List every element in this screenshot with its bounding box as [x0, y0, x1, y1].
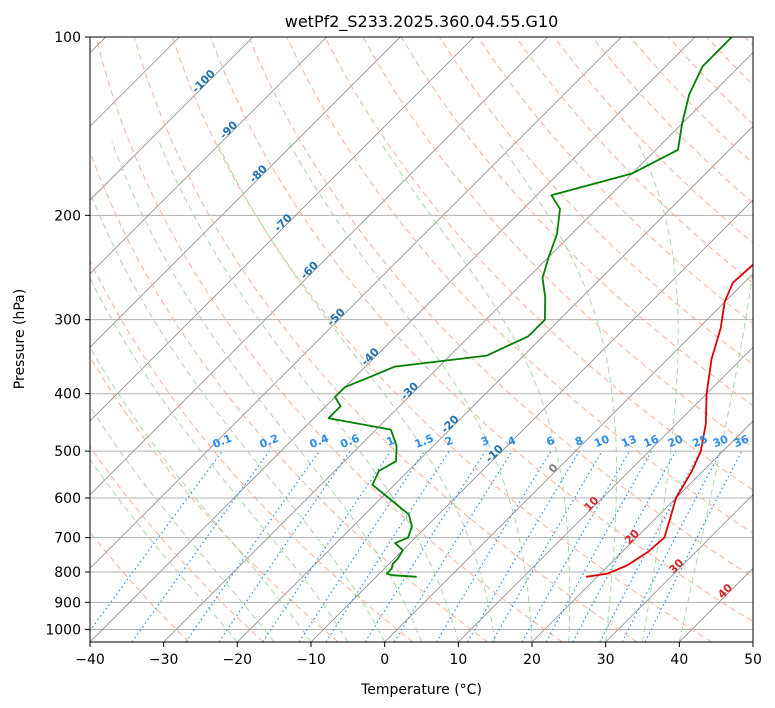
x-tick-label: 30: [597, 652, 615, 668]
plot-frame: [89, 36, 754, 643]
mixing-ratio-label: 8: [573, 434, 585, 449]
mixing-ratio-line: [364, 450, 486, 642]
isotherm-line: [531, 420, 753, 642]
moist-adiabat-line: [636, 141, 679, 642]
x-tick-label: −20: [223, 652, 253, 668]
mixing-ratio-line: [393, 450, 513, 642]
y-tick-label: 100: [54, 30, 81, 46]
moist-adiabat-line: [90, 190, 386, 642]
y-tick-label: 500: [54, 444, 81, 460]
dewpoint-profile-line: [327, 37, 733, 578]
isotherm-line: [605, 494, 753, 642]
y-tick-label: 600: [54, 491, 81, 507]
mixing-ratio-label: 3: [479, 434, 491, 449]
isotherm-line: [163, 52, 753, 642]
mixing-ratio-line: [599, 450, 702, 642]
x-tick-label: −30: [149, 652, 179, 668]
x-tick-label: 50: [744, 652, 762, 668]
x-tick-label: −40: [75, 652, 105, 668]
chart-title: wetPf2_S233.2025.360.04.55.G10: [285, 12, 559, 32]
y-tick-label: 300: [54, 313, 81, 329]
x-axis-title: Temperature (°C): [360, 682, 482, 698]
isotherm-line: [237, 125, 753, 642]
dry-adiabat-line: [95, 37, 563, 642]
mixing-ratio-line: [466, 450, 580, 642]
dry-adiabat-line: [90, 445, 264, 642]
mixing-ratio-label: 36: [732, 432, 751, 450]
mixing-ratio-label: 16: [642, 432, 661, 450]
mixing-ratio-line: [262, 450, 392, 642]
mixing-ratio-label: 20: [666, 432, 685, 450]
x-tick-label: 20: [523, 652, 541, 668]
isotherm-line: [90, 37, 401, 348]
mixing-ratio-label: 30: [711, 432, 730, 450]
x-tick-label: 0: [380, 652, 389, 668]
isotherm-line: [90, 37, 475, 422]
y-axis-title: Pressure (hPa): [12, 289, 28, 389]
moist-adiabat-line: [90, 405, 275, 642]
mixing-ratio-label: 25: [691, 432, 710, 450]
mixing-ratio-line: [325, 450, 450, 642]
y-tick-label: 800: [54, 565, 81, 581]
moist-adiabat-line: [379, 141, 571, 642]
dry-adiabat-line: [515, 37, 753, 284]
x-tick-label: 10: [449, 652, 467, 668]
profile-lines: [327, 37, 753, 578]
dry-adiabat-line: [171, 37, 712, 642]
dry-adiabat-line: [286, 37, 753, 534]
moist-adiabat-line: [678, 266, 753, 642]
isotherm-line: [90, 37, 327, 275]
y-tick-label: 700: [54, 531, 81, 547]
isotherm-line: [384, 273, 753, 642]
isotherm-line: [90, 37, 622, 569]
y-tick-label: 1000: [45, 622, 81, 638]
mixing-ratio-label: 13: [620, 432, 639, 450]
isotherm-line: [90, 37, 548, 496]
x-tick-label: 40: [670, 652, 688, 668]
isotherm-line: [458, 346, 753, 642]
y-tick-label: 900: [54, 595, 81, 611]
moist-adiabat-line: [287, 141, 533, 642]
dry-adiabat-line: [90, 259, 414, 642]
dry-adiabat-line: [248, 37, 753, 578]
isotherm-line: [90, 37, 254, 201]
mixing-ratio-line: [435, 450, 552, 642]
x-tick-label: −10: [296, 652, 326, 668]
dry-adiabat-line: [133, 37, 638, 642]
moist-adiabat-line: [111, 141, 422, 642]
mixing-ratio-line: [185, 450, 320, 642]
moist-adiabat-line: [158, 141, 459, 642]
moist-adiabat-line: [90, 276, 349, 642]
moist-adiabat-line: [90, 458, 238, 642]
mixing-ratio-line: [218, 450, 351, 642]
moist-adiabat-line: [497, 141, 617, 642]
y-tick-label: 400: [54, 387, 81, 403]
background-lines: [90, 37, 753, 642]
moist-adiabat-line: [90, 346, 312, 642]
axis-ticks: −40 −30 −20 −10 0 10 20 30 40 50 100 200 300 400 500 60…: [45, 30, 762, 668]
mixing-ratio-label: 10: [592, 432, 611, 450]
mixing-ratio-line: [572, 450, 677, 642]
y-tick-label: 200: [54, 208, 81, 224]
moist-adiabat-line: [216, 141, 496, 642]
mixing-ratio-label: 1: [385, 434, 397, 449]
mixing-ratio-line: [298, 450, 425, 642]
dry-adiabat-line: [210, 37, 753, 623]
temperature-profile-line: [585, 263, 753, 578]
dry-adiabat-line: [324, 37, 753, 491]
mixing-ratio-label: 2: [443, 434, 455, 449]
